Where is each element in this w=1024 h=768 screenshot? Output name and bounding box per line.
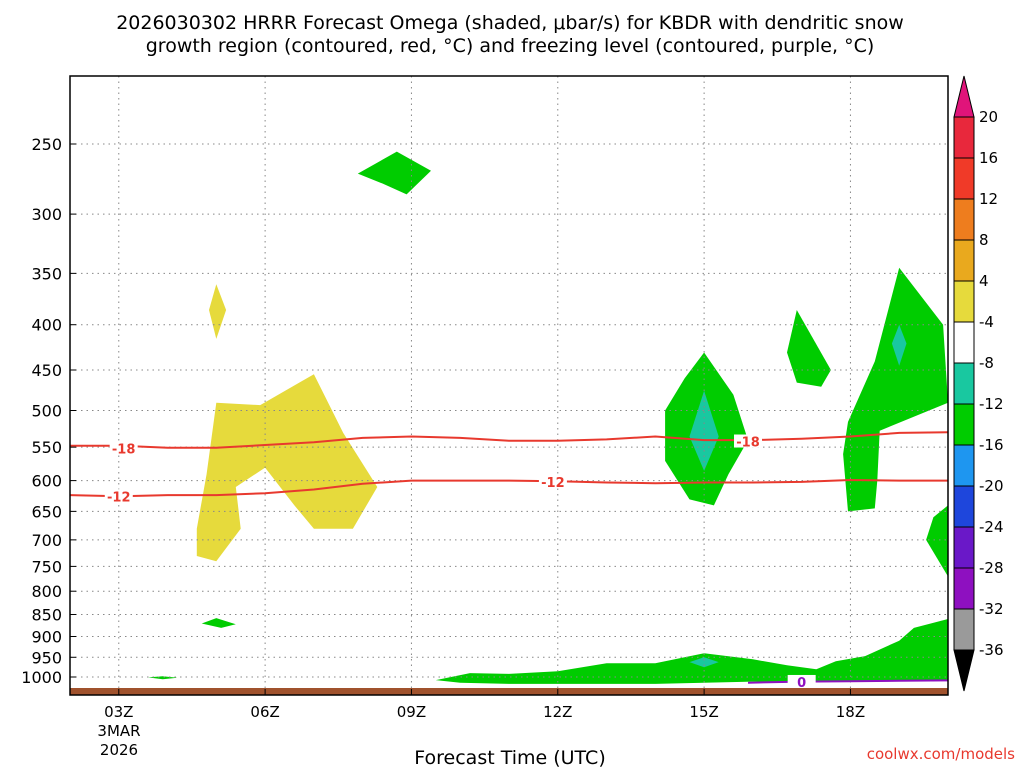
- omega-region-9: [891, 324, 907, 366]
- x-tick-label-9: 09Z: [397, 703, 426, 721]
- colorbar: 20 16 12 8 4 -4 -8 -12 -16 -20 -24 -28 -32 -36: [953, 75, 1004, 692]
- contour-label-bg-1-1: [538, 474, 567, 488]
- omega-region-7: [787, 310, 831, 387]
- chart-title-line1: 2026030302 HRRR Forecast Omega (shaded, …: [116, 12, 904, 34]
- contour-line-2: [747, 679, 949, 684]
- colorbar-label-8: -16: [979, 436, 1004, 454]
- y-tick-label-750: 750: [31, 557, 62, 576]
- y-tick-label-550: 550: [31, 438, 62, 457]
- omega-shading: [148, 151, 948, 684]
- colorbar-label-4: 4: [979, 272, 989, 290]
- omega-region-11: [435, 619, 948, 684]
- colorbar-box-12: [953, 608, 975, 651]
- colorbar-box-10: [953, 526, 975, 569]
- chart-title-line2: growth region (contoured, red, °C) and f…: [146, 35, 875, 57]
- colorbar-box-0: [953, 116, 975, 159]
- colorbar-label-6: -8: [979, 354, 994, 372]
- contour-line-0: [70, 431, 949, 449]
- x-tick-label-6: 06Z: [250, 703, 279, 721]
- y-tick-label-300: 300: [31, 205, 62, 224]
- colorbar-label-1: 16: [979, 149, 998, 167]
- colorbar-box-8: [953, 444, 975, 487]
- contour-label-2-0: 0: [797, 676, 806, 691]
- omega-region-4: [148, 676, 178, 680]
- contour-label-0-1: -18: [736, 436, 760, 451]
- colorbar-label-2: 12: [979, 190, 998, 208]
- y-tick-label-250: 250: [31, 135, 62, 154]
- y-tick-label-350: 350: [31, 264, 62, 283]
- colorbar-box-11: [953, 567, 975, 610]
- colorbar-label-0: 20: [979, 108, 998, 126]
- omega-region-6: [689, 390, 719, 471]
- y-tick-label-800: 800: [31, 582, 62, 601]
- omega-region-2: [196, 374, 378, 562]
- contour-label-1-1: -12: [541, 476, 565, 491]
- colorbar-label-3: 8: [979, 231, 989, 249]
- colorbar-bottom-arrow: [953, 649, 975, 692]
- y-tick-label-1000: 1000: [21, 668, 62, 687]
- colorbar-label-9: -20: [979, 477, 1004, 495]
- colorbar-box-4: [953, 280, 975, 323]
- contour-label-1-0: -12: [107, 490, 131, 505]
- colorbar-box-9: [953, 485, 975, 528]
- contour-label-bg-0-0: [109, 441, 138, 455]
- colorbar-label-5: -4: [979, 313, 994, 331]
- contour-label-bg-1-0: [104, 489, 133, 503]
- omega-region-10: [926, 505, 948, 577]
- contour-label-0-0: -18: [112, 443, 136, 458]
- date-label-year: 2026: [100, 741, 138, 759]
- colorbar-label-10: -24: [979, 518, 1004, 536]
- colorbar-top-arrow: [953, 75, 975, 118]
- colorbar-label-12: -32: [979, 600, 1004, 618]
- y-tick-label-400: 400: [31, 316, 62, 335]
- colorbar-box-1: [953, 157, 975, 200]
- colorbar-box-7: [953, 403, 975, 446]
- y-tick-label-950: 950: [31, 648, 62, 667]
- plot-frame: [69, 75, 949, 696]
- colorbar-label-7: -12: [979, 395, 1004, 413]
- x-axis-label: Forecast Time (UTC): [414, 747, 605, 768]
- colorbar-box-5: [953, 321, 975, 364]
- y-tick-label-600: 600: [31, 472, 62, 491]
- y-tick-label-850: 850: [31, 606, 62, 625]
- credit-text: coolwx.com/models: [867, 745, 1015, 763]
- omega-region-12: [689, 657, 719, 668]
- omega-region-3: [201, 618, 236, 628]
- colorbar-box-2: [953, 198, 975, 241]
- x-tick-label-15: 15Z: [689, 703, 718, 721]
- contour-line-1: [69, 478, 948, 498]
- y-tick-label-500: 500: [31, 402, 62, 421]
- omega-region-0: [357, 151, 431, 195]
- colorbar-label-13: -36: [979, 641, 1004, 659]
- contour-label-bg-0-1: [734, 434, 763, 448]
- colorbar-label-11: -28: [979, 559, 1004, 577]
- contours: -18 -18 -12 -12 0: [69, 431, 949, 691]
- y-tick-label-450: 450: [31, 361, 62, 380]
- colorbar-box-3: [953, 239, 975, 282]
- colorbar-box-6: [953, 362, 975, 405]
- y-tick-label-900: 900: [31, 627, 62, 646]
- x-tick-label-18: 18Z: [836, 703, 865, 721]
- y-axis-ticks: 250 300 350 400 450 500 550 600 650 700 750 800 850 9…: [21, 135, 76, 687]
- x-axis-ticks: 03Z 06Z 09Z 12Z 15Z 18Z: [104, 689, 865, 721]
- omega-region-8: [843, 267, 948, 512]
- ground-strip: [70, 688, 948, 695]
- omega-region-1: [209, 284, 227, 339]
- x-tick-label-12: 12Z: [543, 703, 572, 721]
- contour-label-bg-2-0: [787, 674, 816, 688]
- y-tick-label-650: 650: [31, 502, 62, 521]
- y-tick-label-700: 700: [31, 531, 62, 550]
- x-tick-label-3: 03Z: [104, 703, 133, 721]
- date-label-day: 3MAR: [97, 722, 140, 740]
